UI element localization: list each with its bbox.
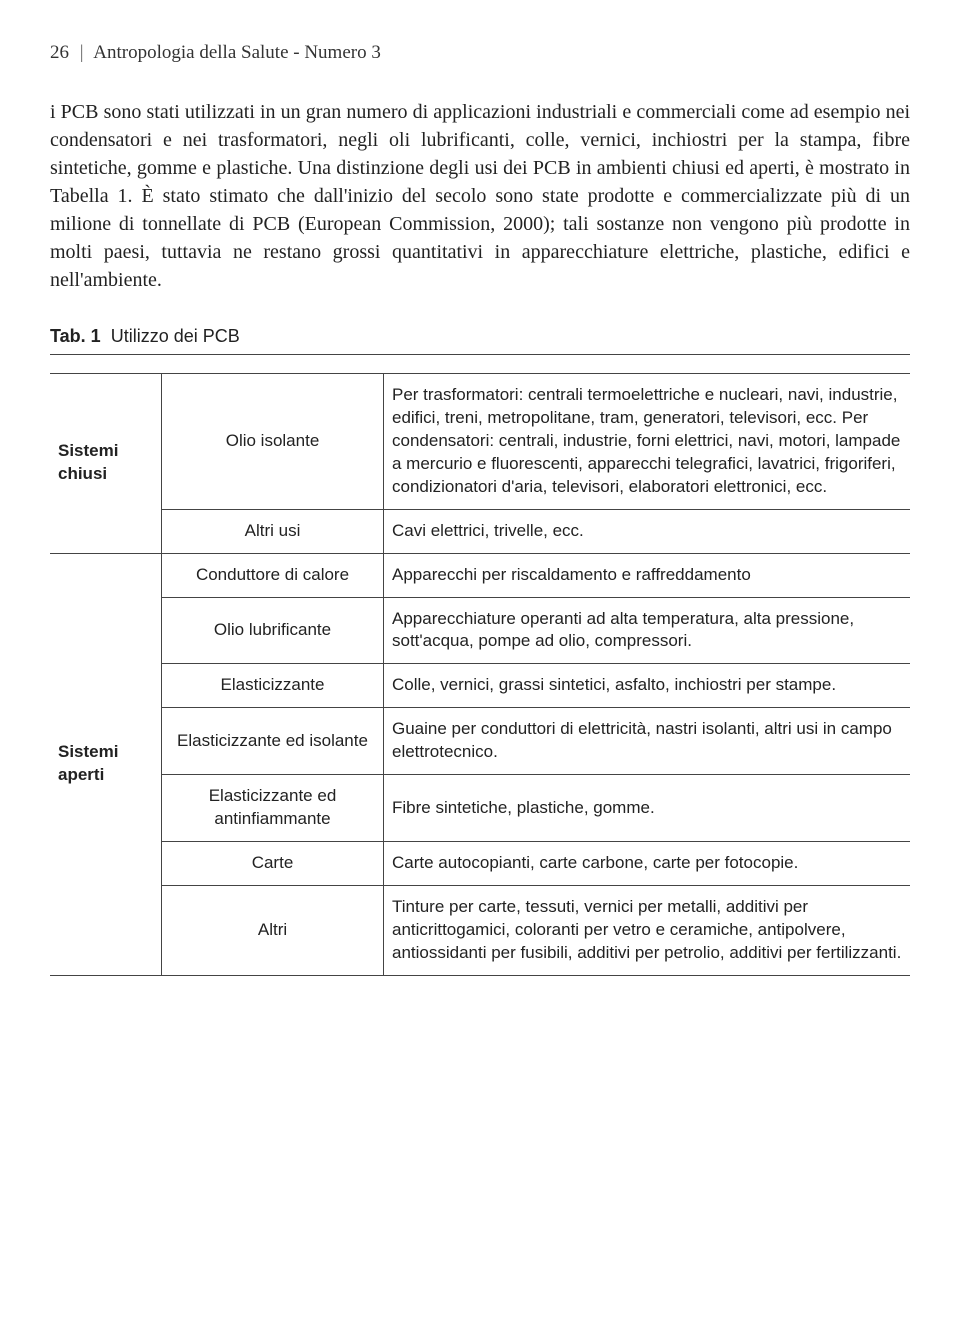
desc-cell: Cavi elettrici, trivelle, ecc. — [384, 509, 911, 553]
use-cell: Olio lubrificante — [162, 597, 384, 664]
system-label-open: Sistemi aperti — [50, 553, 162, 975]
use-cell: Elasticizzante ed antinfiammante — [162, 775, 384, 842]
desc-cell: Apparecchiature operanti ad alta tempera… — [384, 597, 911, 664]
journal-title: Antropologia della Salute - Numero 3 — [93, 42, 381, 63]
page-number: 26 — [50, 42, 69, 63]
table-caption: Tab. 1 Utilizzo dei PCB — [50, 324, 910, 348]
desc-cell: Colle, vernici, grassi sintetici, asfalt… — [384, 664, 911, 708]
use-cell: Elasticizzante — [162, 664, 384, 708]
use-cell: Altri usi — [162, 509, 384, 553]
header-divider: | — [80, 42, 84, 63]
use-cell: Carte — [162, 842, 384, 886]
use-cell: Olio isolante — [162, 373, 384, 509]
pcb-usage-table: Sistemi chiusi Olio isolante Per trasfor… — [50, 354, 910, 976]
desc-cell: Fibre sintetiche, plastiche, gomme. — [384, 775, 911, 842]
desc-cell: Guaine per conduttori di elettricità, na… — [384, 708, 911, 775]
use-cell: Elasticizzante ed isolante — [162, 708, 384, 775]
desc-cell: Carte autocopianti, carte carbone, carte… — [384, 842, 911, 886]
table-caption-text: Utilizzo dei PCB — [111, 326, 240, 346]
desc-cell: Apparecchi per riscaldamento e raffredda… — [384, 553, 911, 597]
running-header: 26 | Antropologia della Salute - Numero … — [50, 40, 910, 66]
system-label-closed: Sistemi chiusi — [50, 373, 162, 553]
body-paragraph: i PCB sono stati utilizzati in un gran n… — [50, 98, 910, 294]
use-cell: Conduttore di calore — [162, 553, 384, 597]
desc-cell: Per trasformatori: centrali termoelettri… — [384, 373, 911, 509]
table-caption-label: Tab. 1 — [50, 326, 101, 346]
use-cell: Altri — [162, 886, 384, 976]
desc-cell: Tinture per carte, tessuti, vernici per … — [384, 886, 911, 976]
